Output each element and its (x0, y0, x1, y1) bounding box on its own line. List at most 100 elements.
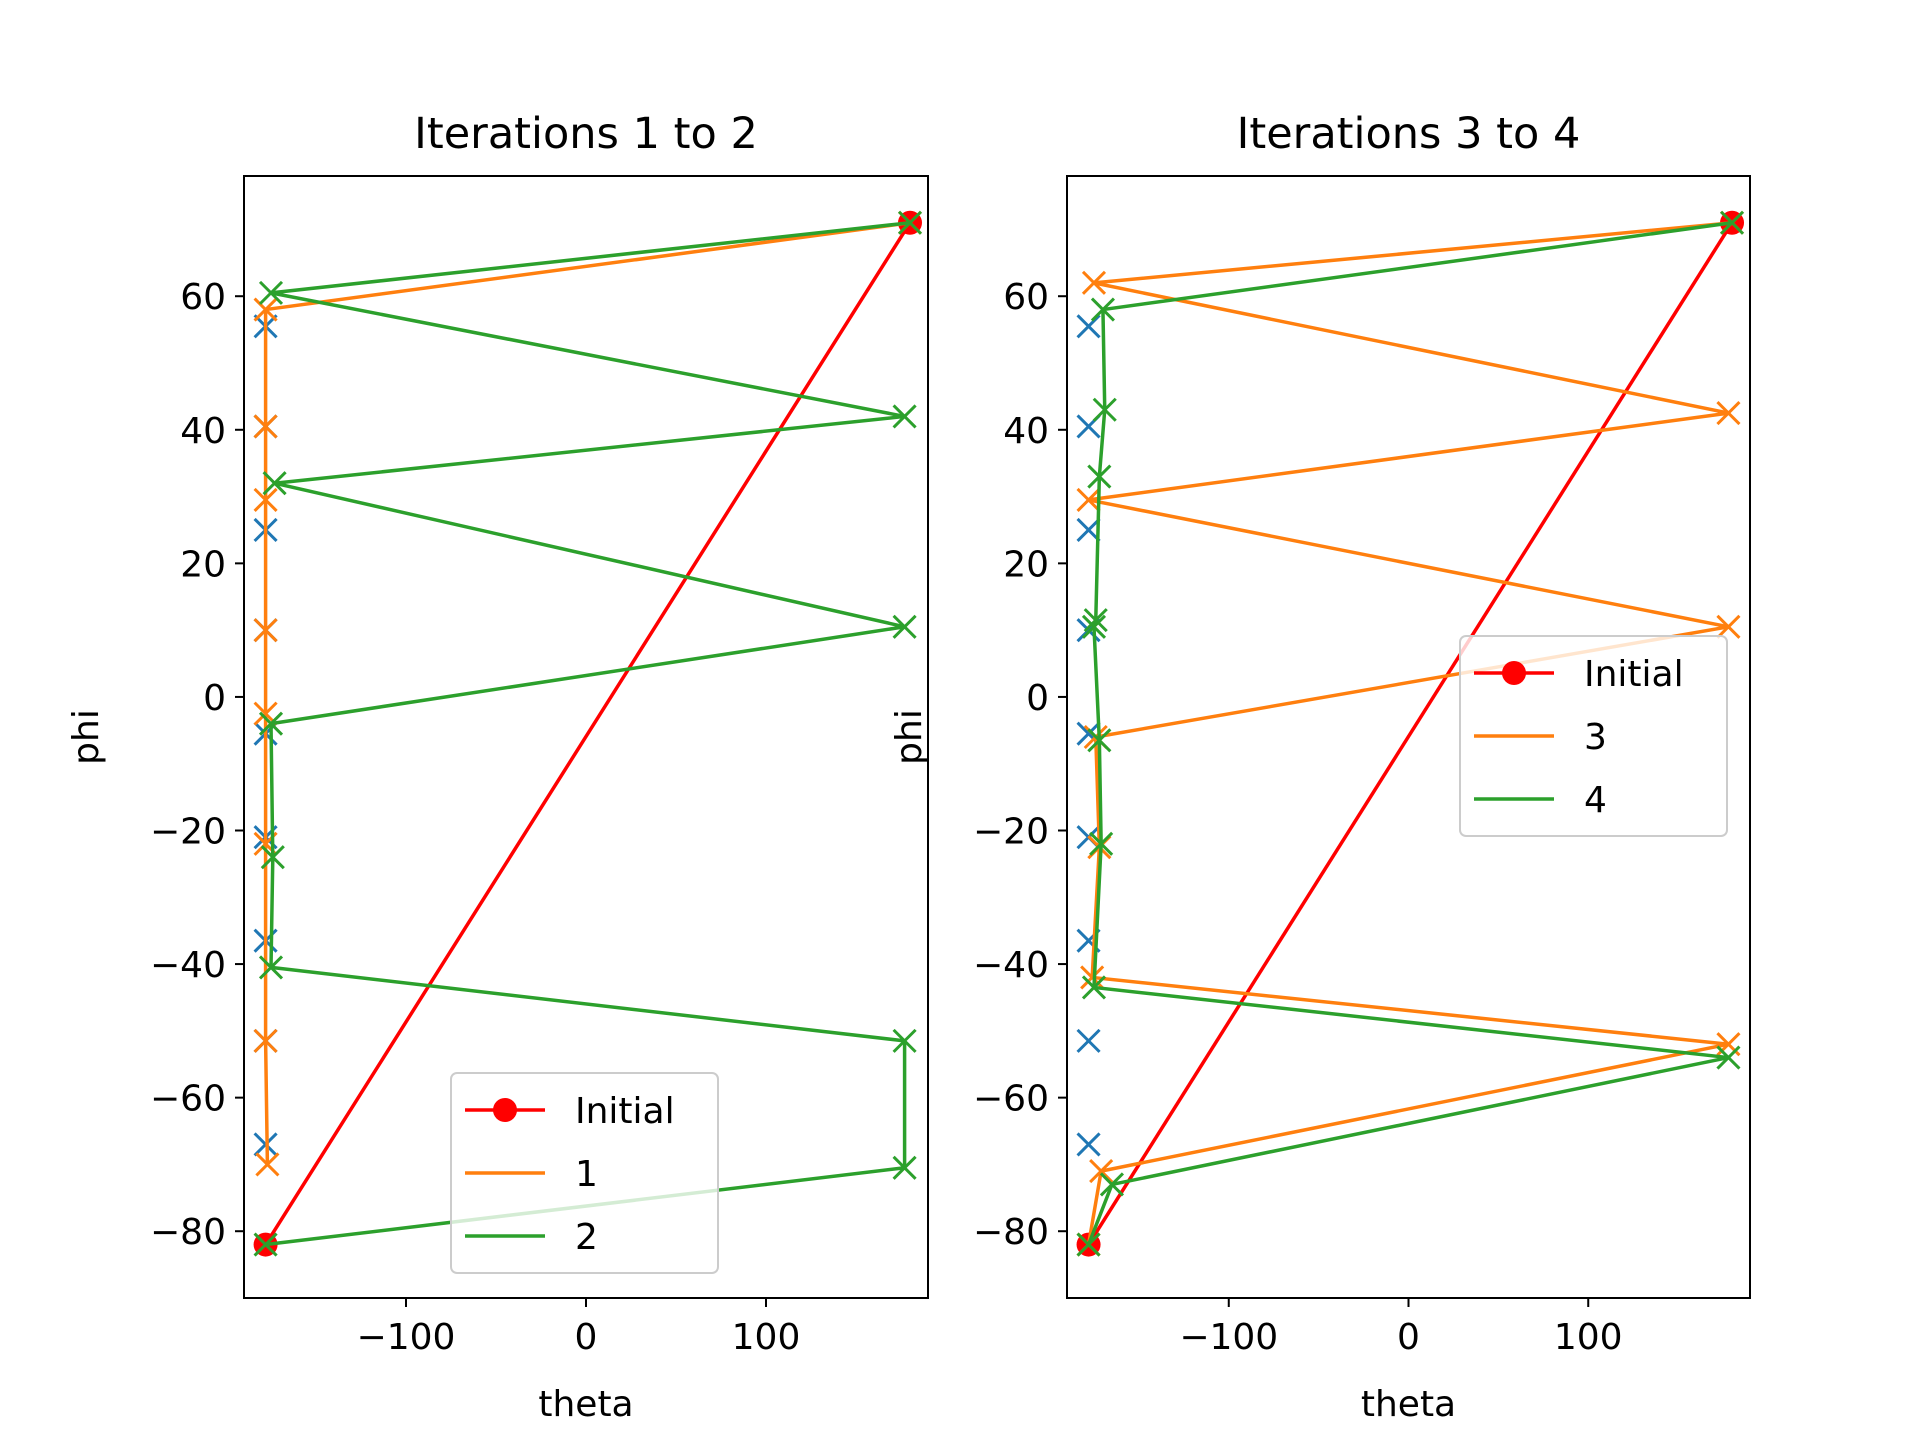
subplot-2: −100 0 100 −80 −60 −40 −20 0 20 40 60 Iterations 3 … (889, 109, 1751, 1425)
x-tick-label: 0 (575, 1317, 598, 1358)
series-point-3 (1080, 965, 1105, 990)
series-point-2 (260, 845, 285, 870)
x-stroke (253, 1232, 278, 1257)
series-point-4 (1081, 975, 1107, 1000)
series-point-4 (1087, 464, 1112, 489)
x-stroke (892, 1155, 917, 1180)
series-point-2 (892, 1028, 917, 1053)
series-point-4 (1083, 608, 1108, 633)
y-tick-label: 0 (203, 678, 226, 719)
x-stroke (253, 297, 278, 322)
x-stroke (262, 471, 287, 496)
x-axis-label: theta (538, 1384, 633, 1425)
series-point-2 (892, 614, 917, 639)
series-point-2 (258, 711, 284, 736)
series-point-2 (262, 471, 287, 496)
legend-label-4: 4 (1584, 780, 1607, 821)
y-tick-label: 60 (180, 277, 226, 318)
x-stroke (1076, 721, 1101, 746)
x-stroke (1081, 975, 1107, 1000)
x-stroke (892, 614, 917, 639)
y-axis-label: phi (889, 709, 930, 765)
y-tick-label: 60 (1003, 277, 1049, 318)
x-stroke (1081, 270, 1107, 295)
x-stroke (1719, 210, 1745, 235)
series-point-2 (892, 1155, 917, 1180)
x-tick-label: 0 (1397, 1317, 1420, 1358)
x-stroke (1716, 614, 1741, 639)
plot-area (1076, 210, 1745, 1257)
x-stroke (260, 845, 285, 870)
x-stroke (897, 210, 923, 235)
subplot-title: Iterations 1 to 2 (414, 109, 758, 159)
x-stroke (1716, 1045, 1741, 1070)
x-stroke (253, 701, 278, 726)
series-point-2 (253, 1232, 278, 1257)
legend: Initial 3 4 (1459, 635, 1728, 837)
x-stroke (258, 711, 284, 736)
y-tick-label: −60 (150, 1079, 226, 1120)
series-point-1 (253, 487, 278, 512)
series-point-3 (1716, 614, 1741, 639)
x-stroke (1083, 608, 1108, 633)
y-tick-label: −40 (150, 945, 226, 986)
plot-area (253, 210, 923, 1257)
legend-marker-Initial (1502, 661, 1526, 685)
y-tick-label: 20 (180, 544, 226, 585)
series-line-Initial (263, 220, 913, 1247)
legend-frame (1459, 635, 1728, 837)
series-point-4 (1087, 728, 1112, 753)
x-stroke (1076, 1232, 1101, 1257)
series-point-4 (1719, 210, 1745, 235)
x-stroke (1081, 614, 1107, 639)
x-stroke (1076, 487, 1101, 512)
y-tick-label: 40 (1003, 411, 1049, 452)
x-stroke (255, 1152, 280, 1177)
series-point-2 (258, 955, 284, 980)
y-tick-label: 40 (180, 411, 226, 452)
x-stroke (1076, 314, 1101, 339)
x-stroke (1076, 1132, 1101, 1157)
y-axis-label: phi (66, 709, 107, 765)
series-point-2 (897, 210, 923, 235)
x-stroke (1076, 1028, 1101, 1053)
subplot-1: −100 0 100 −80 −60 −40 −20 0 20 40 60 Iterations 1 … (66, 109, 929, 1425)
series-line-1 (263, 220, 912, 1167)
blue-x-marker (1076, 1028, 1101, 1053)
series-point-4 (1099, 1172, 1124, 1197)
series-point-3 (1089, 1159, 1114, 1184)
x-stroke (253, 414, 278, 439)
x-stroke (1716, 401, 1741, 426)
legend-label-Initial: Initial (1584, 654, 1684, 695)
x-stroke (253, 487, 278, 512)
series-point-4 (1081, 614, 1107, 639)
y-tick-label: −20 (150, 812, 226, 853)
series-point-4 (1090, 297, 1116, 322)
y-tick-label: −60 (973, 1079, 1049, 1120)
x-axis-label: theta (1361, 1384, 1456, 1425)
x-stroke (1080, 965, 1105, 990)
legend-label-1: 1 (575, 1154, 598, 1195)
x-stroke (1087, 464, 1112, 489)
series-point-1 (253, 297, 278, 322)
x-stroke (1099, 1172, 1124, 1197)
legend-label-Initial: Initial (575, 1091, 675, 1132)
series-point-2 (258, 280, 284, 305)
legend-label-3: 3 (1584, 717, 1607, 758)
x-tick-label: 100 (1554, 1317, 1623, 1358)
y-tick-label: −80 (973, 1212, 1049, 1253)
series-point-3 (1716, 401, 1741, 426)
x-stroke (258, 955, 284, 980)
x-stroke (1092, 397, 1117, 422)
y-tick-label: −20 (973, 812, 1049, 853)
x-stroke (258, 280, 284, 305)
y-tick-label: 20 (1003, 544, 1049, 585)
series-point-3 (1076, 487, 1101, 512)
series-point-1 (253, 618, 278, 643)
legend-frame (450, 1072, 719, 1274)
x-stroke (253, 1028, 278, 1053)
x-tick-label: 100 (732, 1317, 801, 1358)
blue-x-marker (1076, 314, 1101, 339)
x-tick-label: −100 (1179, 1317, 1278, 1358)
